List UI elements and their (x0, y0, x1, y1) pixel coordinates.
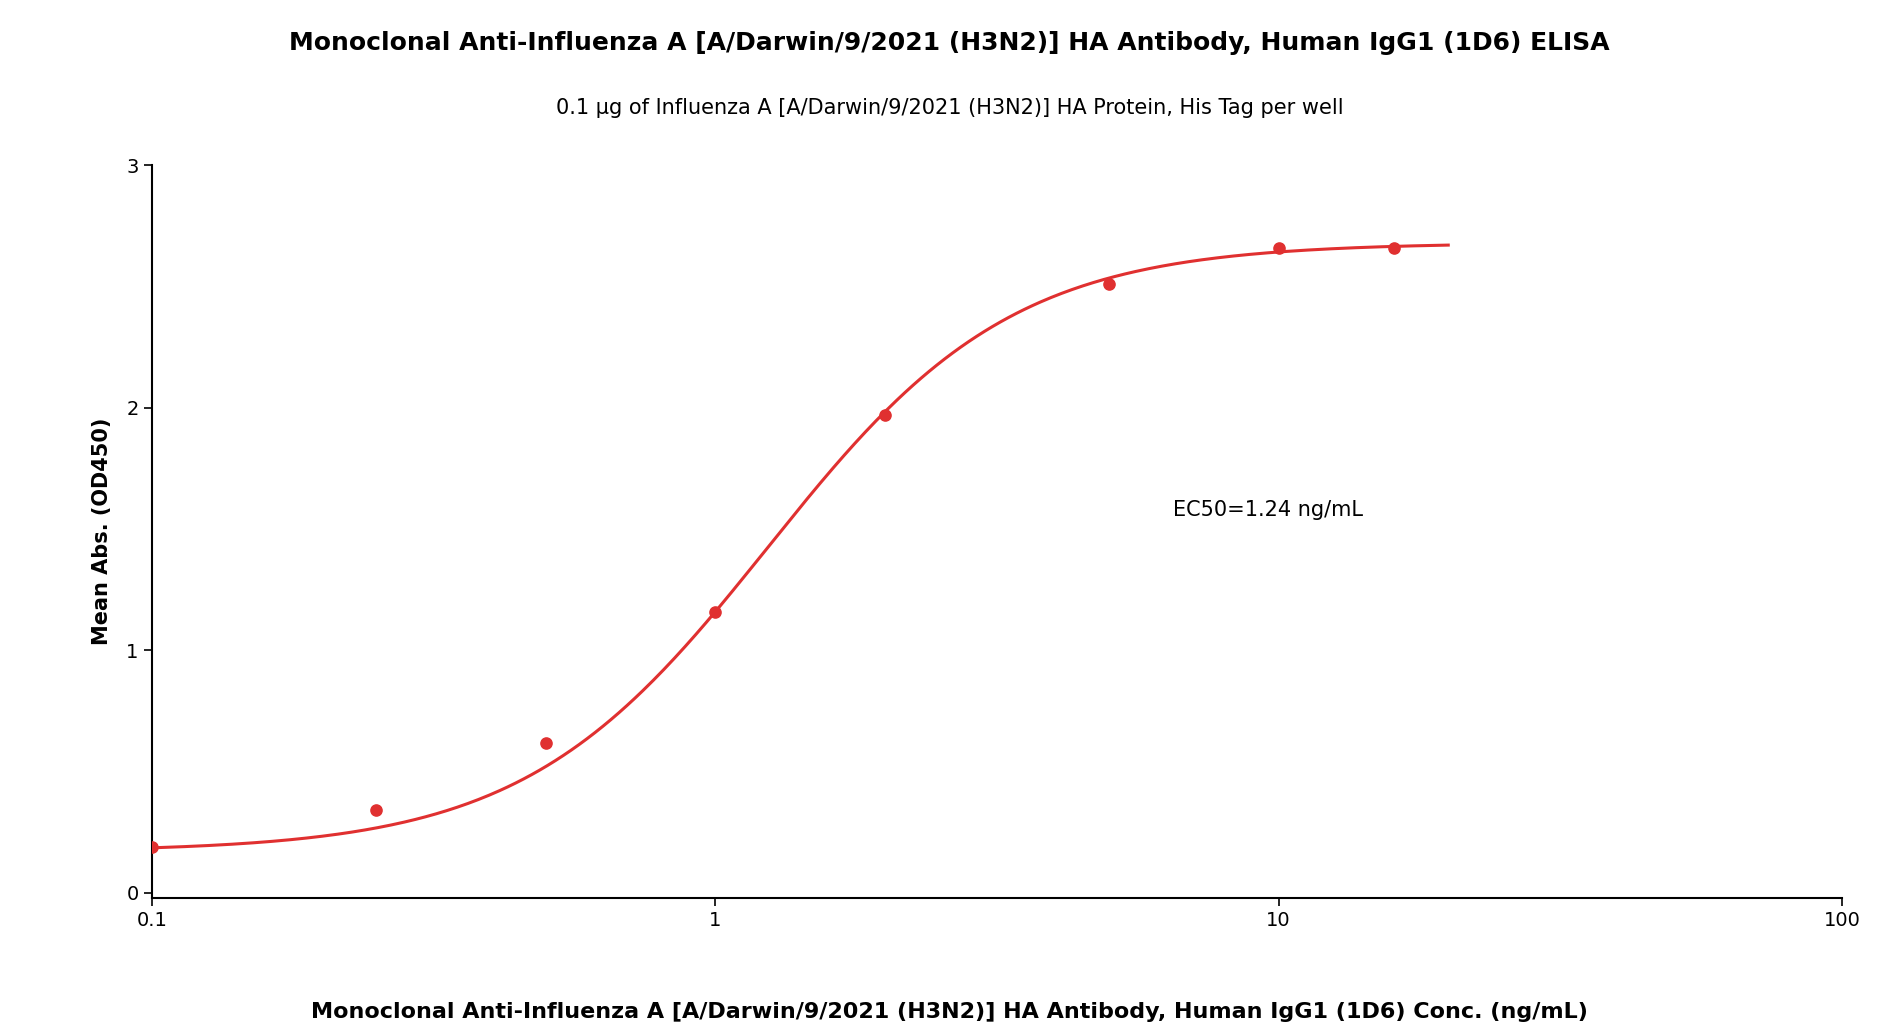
Text: 0.1 μg of Influenza A [A/Darwin/9/2021 (H3N2)] HA Protein, His Tag per well: 0.1 μg of Influenza A [A/Darwin/9/2021 (… (556, 98, 1342, 118)
Text: EC50=1.24 ng/mL: EC50=1.24 ng/mL (1173, 499, 1363, 520)
Point (1378, 239, 1408, 256)
Y-axis label: Mean Abs. (OD450): Mean Abs. (OD450) (93, 418, 112, 645)
Point (869, 407, 900, 423)
Point (361, 802, 391, 818)
Point (1262, 239, 1293, 256)
Point (700, 604, 731, 620)
Point (137, 839, 167, 856)
Point (1093, 276, 1124, 292)
Text: Monoclonal Anti-Influenza A [A/Darwin/9/2021 (H3N2)] HA Antibody, Human IgG1 (1D: Monoclonal Anti-Influenza A [A/Darwin/9/… (311, 1002, 1587, 1022)
Text: Monoclonal Anti-Influenza A [A/Darwin/9/2021 (H3N2)] HA Antibody, Human IgG1 (1D: Monoclonal Anti-Influenza A [A/Darwin/9/… (288, 31, 1610, 55)
Point (530, 735, 560, 751)
